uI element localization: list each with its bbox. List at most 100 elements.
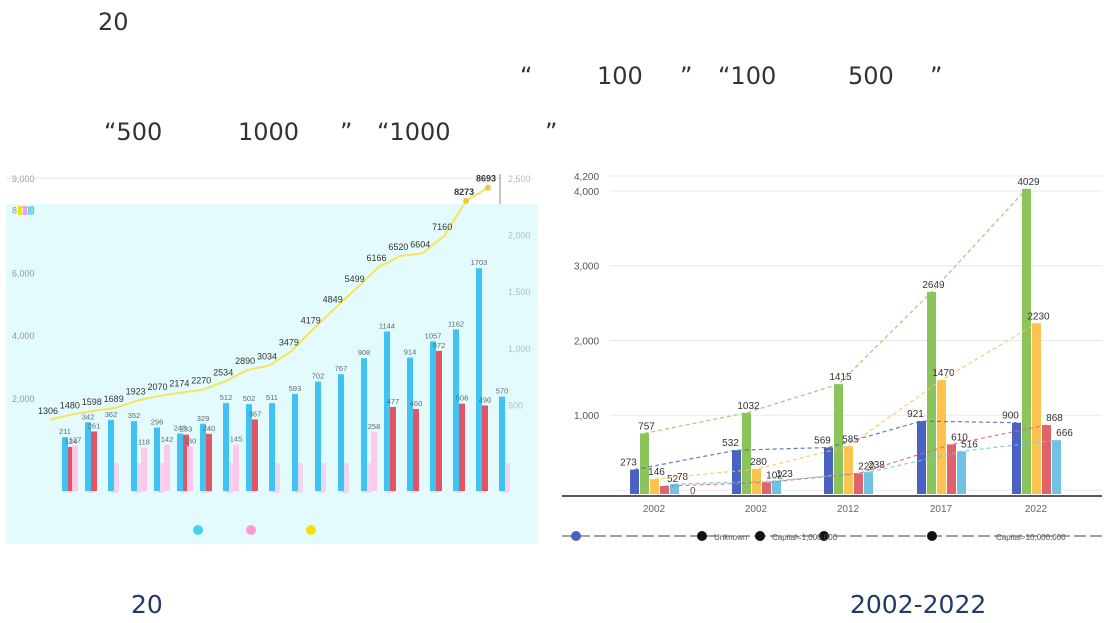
bar-label: 238 xyxy=(868,460,885,471)
x-tick-label: 2017 xyxy=(930,504,953,515)
bar-label: 666 xyxy=(1056,428,1073,439)
y-tick-label-left: 9,000 xyxy=(12,174,35,184)
bar-label: 273 xyxy=(620,458,637,469)
line-label: 8273 xyxy=(454,187,474,197)
bar-label: 767 xyxy=(335,364,348,373)
bar-label: 702 xyxy=(312,372,325,381)
bar xyxy=(1032,323,1041,494)
bar xyxy=(177,433,183,491)
line-label: 3034 xyxy=(257,352,277,362)
bar-label: 4029 xyxy=(1017,177,1040,188)
bar-label: 1032 xyxy=(737,401,760,412)
y-tick-label-right: 2,000 xyxy=(508,231,531,241)
header-500b: “500 xyxy=(104,118,163,146)
legend-swatch xyxy=(18,206,22,215)
bar-label: 222 xyxy=(858,461,875,472)
bar-label: 1144 xyxy=(379,321,395,330)
bar-label: 569 xyxy=(814,435,831,446)
legend-marker xyxy=(755,531,765,541)
y-tick-label: 4,000 xyxy=(574,187,599,198)
bar-label: 367 xyxy=(249,409,262,418)
y-tick-label-right: 1,500 xyxy=(508,287,531,297)
bar-label: 2230 xyxy=(1027,311,1050,322)
legend-swatch xyxy=(23,206,27,215)
bar-label: 137 xyxy=(69,435,82,444)
trend-line xyxy=(634,420,1017,471)
legend-marker xyxy=(697,531,707,541)
bar xyxy=(482,405,488,491)
line-label: 7160 xyxy=(432,222,452,232)
bar xyxy=(384,331,390,491)
bar xyxy=(252,419,258,491)
trend-line xyxy=(644,188,1027,434)
bar-label: 868 xyxy=(1046,413,1063,424)
y-tick-label: 3,000 xyxy=(574,262,599,273)
line-label: 1598 xyxy=(82,397,102,407)
y-tick-label: 4,200 xyxy=(574,172,599,183)
bar-label: 2649 xyxy=(922,280,945,291)
bar-label: 261 xyxy=(88,421,101,430)
x-tick-label: 2002 xyxy=(643,504,666,515)
bar xyxy=(732,450,741,494)
trend-line xyxy=(654,322,1037,480)
line-label: 6520 xyxy=(388,242,408,252)
bar xyxy=(206,433,212,491)
bar xyxy=(141,447,147,491)
line-label: 6604 xyxy=(410,239,430,249)
bar-label: 243 xyxy=(174,423,187,432)
bar xyxy=(476,268,482,491)
y-tick-label: 2,000 xyxy=(574,336,599,347)
bar-label: 1703 xyxy=(471,258,488,267)
bar-label: 145 xyxy=(230,435,243,444)
line-label: 8693 xyxy=(476,174,496,184)
line-label: 4179 xyxy=(301,316,321,326)
bar xyxy=(91,431,97,491)
x-tick-label: 2002 xyxy=(745,504,768,515)
bar xyxy=(72,445,78,491)
header-q3: ” xyxy=(930,62,943,90)
bar-label: 52 xyxy=(667,474,679,485)
bar-label: 240 xyxy=(203,424,216,433)
bar xyxy=(917,421,926,494)
bar xyxy=(315,381,321,491)
bar xyxy=(62,437,68,491)
caption-left: 20 xyxy=(131,590,163,619)
header-1000b: “1000 xyxy=(377,118,451,146)
line-label: 2174 xyxy=(169,379,189,389)
bar xyxy=(269,403,275,491)
bar-label: 211 xyxy=(59,427,71,436)
bar xyxy=(650,479,659,494)
header-q4: ” xyxy=(340,118,353,146)
legend-marker xyxy=(571,531,581,541)
bar xyxy=(834,384,843,494)
line-label: 1689 xyxy=(104,394,124,404)
line-label: 1480 xyxy=(60,400,80,410)
bar xyxy=(292,393,298,491)
bar-label: 593 xyxy=(289,384,302,393)
bar-label: 362 xyxy=(105,410,118,419)
bar-label: 532 xyxy=(722,438,739,449)
header-q1: “ xyxy=(520,62,533,90)
bar-label: 130 xyxy=(184,436,197,445)
legend-label: Capital>10,000,000 xyxy=(996,533,1066,542)
bar-label: 78 xyxy=(677,472,689,483)
bar xyxy=(164,444,170,491)
bar-label: 296 xyxy=(151,417,164,426)
bar-label: 502 xyxy=(243,394,256,403)
line-label: 4849 xyxy=(323,295,343,305)
bar xyxy=(752,469,761,494)
bar-label: 1057 xyxy=(425,331,442,340)
bar xyxy=(183,434,189,491)
line-label: 2270 xyxy=(191,376,211,386)
y-tick-label-right: 2,500 xyxy=(508,174,531,184)
bar xyxy=(131,421,137,491)
bar xyxy=(459,403,465,491)
bar xyxy=(670,484,679,494)
bar xyxy=(223,403,229,491)
line-label: 1306 xyxy=(38,406,58,416)
bar xyxy=(390,407,396,491)
line-label: 1923 xyxy=(126,387,146,397)
bar xyxy=(436,350,442,491)
bar xyxy=(108,420,114,491)
header-line1: 20 xyxy=(98,8,129,36)
